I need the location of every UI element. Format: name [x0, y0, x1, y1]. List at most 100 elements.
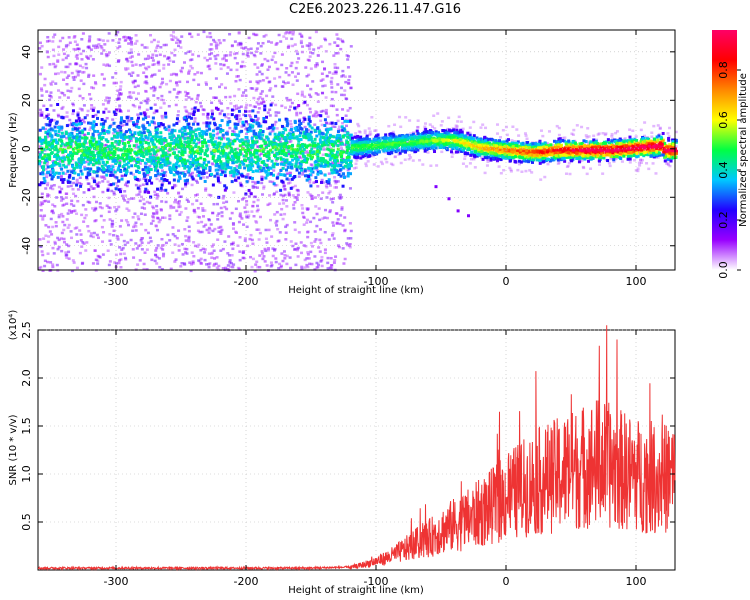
spectrogram-cell — [198, 171, 202, 175]
spectrogram-cell — [94, 161, 98, 165]
spectrogram-cell — [233, 127, 237, 131]
spectrogram-cell — [164, 188, 168, 192]
spectrogram-cell — [321, 84, 325, 88]
spectrogram-cell — [191, 157, 195, 161]
spectrogram-cell — [264, 176, 268, 180]
spectrogram-cell — [137, 166, 141, 170]
spectrogram-cell — [158, 157, 162, 161]
spectrogram-cell — [290, 71, 294, 74]
spectrogram-cell — [256, 97, 260, 101]
spectrogram-cell — [159, 148, 163, 152]
spectrogram-cell — [289, 128, 293, 132]
spectrogram-cell — [54, 82, 58, 85]
spectrogram-cell — [319, 114, 323, 118]
spectrogram-cell — [108, 232, 112, 236]
spectrogram-cell — [313, 123, 317, 126]
spectrogram-cell — [164, 111, 168, 115]
spectrogram-cell — [131, 81, 135, 85]
spectrogram-cell — [261, 130, 265, 134]
spectrogram-cell — [137, 171, 141, 175]
spectrogram-cell — [182, 158, 186, 162]
spectrogram-cell — [320, 255, 324, 259]
spectrogram-cell — [38, 111, 42, 115]
spectrogram-cell — [309, 169, 313, 173]
spectrogram-cell — [313, 196, 317, 199]
spectrogram-cell — [193, 120, 197, 123]
spectrogram-cell — [222, 56, 226, 60]
spectrogram-cell — [274, 221, 278, 225]
spectrogram-cell — [177, 229, 181, 232]
spectrogram-cell — [280, 252, 284, 255]
spectrogram-cell — [354, 166, 358, 169]
spectrogram-cell — [637, 153, 641, 156]
spectrogram-cell — [321, 78, 325, 81]
spectrogram-cell — [112, 168, 116, 172]
spectrogram-cell — [113, 261, 117, 264]
spectrogram-cell — [336, 37, 340, 40]
spectrogram-cell — [218, 41, 222, 45]
spectrogram-cell — [256, 135, 260, 139]
spectrogram-cell — [289, 105, 293, 108]
spectrogram-cell — [301, 143, 305, 147]
spectrogram-cell — [235, 52, 239, 55]
spectrogram-cell — [117, 166, 121, 170]
spectrogram-cell — [81, 203, 85, 207]
spectrogram-cell — [101, 180, 105, 183]
spectrogram-cell — [326, 161, 330, 165]
spectrogram-cell — [291, 83, 295, 86]
spectrogram-cell — [305, 157, 309, 161]
spectrogram-cell — [116, 60, 120, 64]
spectrogram-cell — [304, 244, 308, 248]
spectrogram-cell — [160, 237, 164, 241]
spectrogram-cell — [118, 38, 122, 41]
spectrogram-cell — [289, 122, 293, 126]
spectrogram-cell — [136, 158, 140, 162]
spectrogram-cell — [212, 117, 216, 121]
spectrogram-cell — [160, 183, 164, 187]
spectrogram-cell — [58, 96, 62, 99]
spectrogram-cell — [155, 46, 159, 50]
spectrogram-cell — [247, 148, 251, 152]
spectrogram-cell — [131, 173, 135, 176]
spectrogram-cell — [286, 172, 290, 175]
spectrogram-cell — [255, 73, 259, 76]
spectrogram-cell — [161, 158, 165, 162]
spectrogram-cell — [52, 54, 56, 58]
spectrogram-cell — [246, 156, 250, 160]
spectrogram-cell — [179, 145, 183, 149]
spectrogram-cell — [212, 249, 216, 252]
spectrogram-cell — [160, 114, 164, 118]
spectrogram-cell — [486, 160, 490, 163]
spectrogram-cell — [100, 176, 104, 179]
spectrogram-cell — [326, 261, 330, 265]
spectrogram-cell — [155, 212, 159, 215]
spectrogram-cell — [210, 112, 214, 116]
spectrogram-cell — [213, 54, 217, 58]
spectrogram-cell — [162, 252, 166, 256]
spectrogram-cell — [217, 141, 221, 145]
spectrogram-cell — [274, 143, 278, 147]
spectrogram-cell — [272, 162, 276, 166]
spectrogram-cell — [208, 168, 212, 172]
spectrogram-cell — [65, 192, 69, 195]
spectrogram-cell — [281, 259, 285, 263]
spectrogram-cell — [44, 168, 48, 171]
spectrogram-cell — [205, 58, 209, 62]
spectrogram-cell — [129, 37, 133, 40]
spectrogram-cell — [298, 138, 302, 142]
spectrogram-cell — [63, 223, 67, 227]
spectrogram-cell — [70, 157, 74, 161]
spectrogram-cell — [166, 161, 170, 165]
spectrogram-cell — [75, 181, 79, 184]
spectrogram-cell — [96, 169, 100, 173]
spectrogram-cell — [216, 179, 220, 183]
spectrogram-cell — [193, 167, 197, 171]
spectrogram-cell — [319, 135, 323, 139]
spectrogram-cell — [305, 74, 309, 78]
spectrogram-cell — [152, 89, 156, 93]
spectrogram-cell — [139, 101, 143, 105]
spectrogram-cell — [129, 130, 133, 134]
spectrogram-cell — [184, 182, 188, 186]
spectrogram-cell — [150, 258, 154, 262]
spectrogram-cell — [338, 137, 342, 141]
